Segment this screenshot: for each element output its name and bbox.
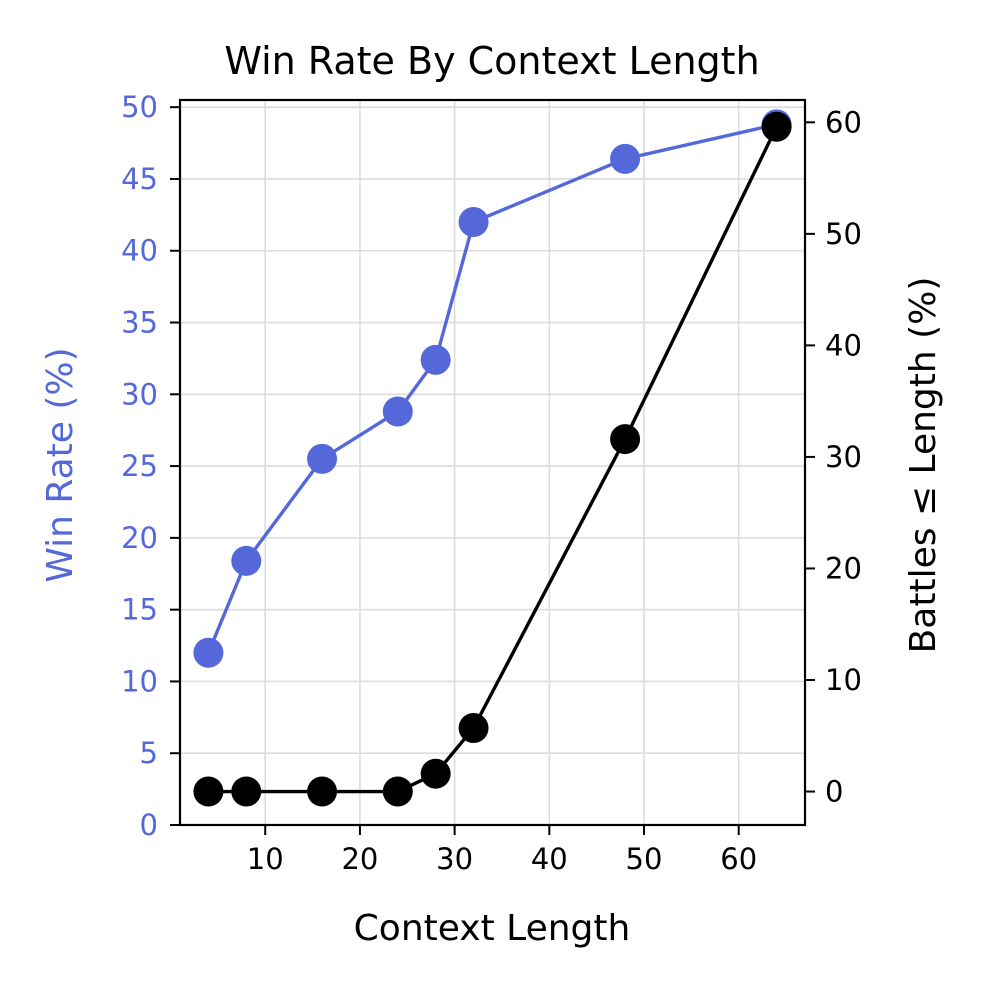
series-point: [193, 776, 224, 807]
series-layer: [193, 109, 792, 807]
x-tick-label: 10: [247, 842, 284, 876]
series-point: [610, 143, 641, 174]
series-point: [610, 424, 641, 455]
chart-title: Win Rate By Context Length: [224, 39, 759, 83]
y-tick-label: 0: [140, 808, 158, 842]
y-tick-label: 25: [121, 449, 158, 483]
y2-tick-label: 30: [825, 440, 862, 474]
y-axis-label: Win Rate (%): [40, 347, 81, 582]
y2-tick-label: 60: [825, 105, 862, 139]
series-point: [382, 776, 413, 807]
x-tick-label: 40: [531, 842, 568, 876]
x-axis-label: Context Length: [354, 908, 631, 949]
y-tick-label: 5: [140, 736, 158, 770]
y2-tick-label: 50: [825, 217, 862, 251]
series-point: [458, 207, 489, 238]
series-point: [307, 776, 338, 807]
series-1: [193, 109, 792, 668]
y-tick-label: 20: [121, 521, 158, 555]
y2-tick-label: 40: [825, 328, 862, 362]
y-tick-label: 45: [121, 162, 158, 196]
y-tick-label: 50: [121, 90, 158, 124]
x-tick-label: 60: [720, 842, 757, 876]
series-line: [206, 122, 777, 654]
series-point: [231, 545, 262, 576]
y2-tick-label: 10: [825, 663, 862, 697]
grid-lines: [180, 100, 805, 826]
series-2: [193, 111, 792, 807]
y-tick-label: 40: [121, 234, 158, 268]
series-point: [761, 111, 792, 142]
x-tick-label: 20: [341, 842, 378, 876]
y-tick-label: 15: [121, 593, 158, 627]
series-point: [420, 758, 451, 789]
series-point: [193, 637, 224, 668]
y2-axis-label: Battles ≤ Length (%): [903, 277, 944, 654]
axis-ticks: 10 20 30 40 50 60 0 5 10 15 20 25 30 35 40 45 50 0 10 20 30 4…: [121, 90, 862, 876]
y-tick-label: 30: [121, 377, 158, 411]
series-line: [208, 126, 779, 794]
series-point: [382, 396, 413, 427]
x-tick-label: 30: [436, 842, 473, 876]
plot-frame: [178, 98, 807, 827]
y2-tick-label: 20: [825, 551, 862, 585]
x-tick-label: 50: [626, 842, 663, 876]
y2-tick-label: 0: [825, 775, 843, 809]
series-point: [231, 776, 262, 807]
series-point: [420, 344, 451, 375]
series-point: [307, 443, 338, 474]
series-point: [458, 712, 489, 743]
y-tick-label: 10: [121, 664, 158, 698]
y-tick-label: 35: [121, 306, 158, 340]
